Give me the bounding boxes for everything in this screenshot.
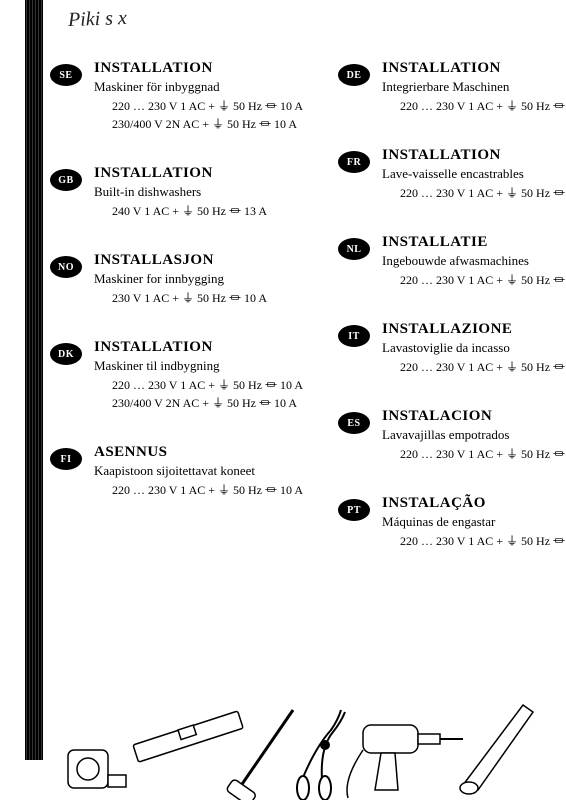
installation-entry: IT INSTALLAZIONE Lavastoviglie da incasso 2…: [338, 321, 566, 376]
country-badge: NL: [338, 238, 370, 260]
installation-entry: SE INSTALLATION Maskiner för inbyggnad 220 …: [50, 60, 303, 133]
entry-subtitle: Built-in dishwashers: [94, 184, 303, 200]
entry-text: INSTALLAZIONE Lavastoviglie da incasso 220…: [382, 321, 566, 376]
entry-heading: INSTALLATION: [382, 60, 566, 77]
installation-entry: FI ASENNUS Kaapistoon sijoitettavat koneet…: [50, 444, 303, 499]
entry-text: INSTALLATION Integrierbare Maschinen 220 ……: [382, 60, 566, 115]
entry-subtitle: Lave-vaisselle encastrables: [382, 166, 566, 182]
entry-subtitle: Integrierbare Maschinen: [382, 79, 566, 95]
entry-spec: 220 … 230 V 1 AC + ⏚ 50 Hz ⏛ 10 A: [112, 97, 303, 114]
entry-subtitle: Maskiner for innbygging: [94, 271, 303, 287]
columns-container: SE INSTALLATION Maskiner för inbyggnad 220 …: [50, 60, 546, 550]
entry-spec: 220 … 230 V 1 AC + ⏚ 50 Hz ⏛ 16 A: [400, 271, 566, 288]
installation-entry: DK INSTALLATION Maskiner til indbygning 220…: [50, 339, 303, 412]
entry-subtitle: Lavavajillas empotrados: [382, 427, 566, 443]
country-badge: NO: [50, 256, 82, 278]
entry-text: INSTALLATION Maskiner för inbyggnad 220 … …: [94, 60, 303, 133]
entry-heading: INSTALACION: [382, 408, 566, 425]
country-badge: DK: [50, 343, 82, 365]
entry-text: INSTALLATIE Ingebouwde afwasmachines 220 ……: [382, 234, 566, 289]
entry-spec: 220 … 230 V 1 AC + ⏚ 50 Hz ⏛ 16 A: [400, 184, 566, 201]
entry-text: INSTALLATION Lave-vaisselle encastrables 2…: [382, 147, 566, 202]
right-column: DE INSTALLATION Integrierbare Maschinen 220…: [338, 60, 566, 550]
entry-text: ASENNUS Kaapistoon sijoitettavat koneet 22…: [94, 444, 303, 499]
entry-heading: INSTALLATION: [382, 147, 566, 164]
entry-text: INSTALLATION Maskiner til indbygning 220 ……: [94, 339, 303, 412]
entry-spec: 220 … 230 V 1 AC + ⏚ 50 Hz ⏛ 10 A: [112, 481, 303, 498]
entry-text: INSTALACION Lavavajillas empotrados 220 … …: [382, 408, 566, 463]
entry-spec: 220 … 230 V 1 AC + ⏚ 50 Hz ⏛ 16 A: [400, 445, 566, 462]
entry-text: INSTALLASJON Maskiner for innbygging 230 V…: [94, 252, 303, 307]
entry-heading: ASENNUS: [94, 444, 303, 461]
entry-subtitle: Ingebouwde afwasmachines: [382, 253, 566, 269]
tools-svg: [60, 690, 546, 800]
document-page: Piki s x SE INSTALLATION Maskiner för inby…: [0, 0, 566, 800]
handwritten-note: Piki s x: [68, 7, 128, 32]
installation-entry: NL INSTALLATIE Ingebouwde afwasmachines 220…: [338, 234, 566, 289]
tools-illustration: [60, 690, 546, 800]
country-badge: SE: [50, 64, 82, 86]
entry-spec: 240 V 1 AC + ⏚ 50 Hz ⏛ 13 A: [112, 202, 303, 219]
installation-entry: PT INSTALAÇÃO Máquinas de engastar 220 … 23…: [338, 495, 566, 550]
country-badge: PT: [338, 499, 370, 521]
installation-entry: NO INSTALLASJON Maskiner for innbygging 230…: [50, 252, 303, 307]
country-badge: FR: [338, 151, 370, 173]
entry-heading: INSTALLASJON: [94, 252, 303, 269]
entry-subtitle: Lavastoviglie da incasso: [382, 340, 566, 356]
entry-subtitle: Máquinas de engastar: [382, 514, 566, 530]
entry-subtitle: Kaapistoon sijoitettavat koneet: [94, 463, 303, 479]
entry-subtitle: Maskiner för inbyggnad: [94, 79, 303, 95]
entry-heading: INSTALLAZIONE: [382, 321, 566, 338]
country-badge: IT: [338, 325, 370, 347]
country-badge: GB: [50, 169, 82, 191]
entry-text: INSTALAÇÃO Máquinas de engastar 220 … 230 …: [382, 495, 566, 550]
entry-text: INSTALLATION Built-in dishwashers 240 V 1 …: [94, 165, 303, 220]
entry-heading: INSTALLATION: [94, 165, 303, 182]
entry-spec: 220 … 230 V 1 AC + ⏚ 50 Hz ⏛ 10 A: [400, 358, 566, 375]
installation-entry: GB INSTALLATION Built-in dishwashers 240 V …: [50, 165, 303, 220]
left-column: SE INSTALLATION Maskiner för inbyggnad 220 …: [50, 60, 303, 550]
entry-heading: INSTALLATIE: [382, 234, 566, 251]
installation-entry: FR INSTALLATION Lave-vaisselle encastrable…: [338, 147, 566, 202]
entry-subtitle: Maskiner til indbygning: [94, 358, 303, 374]
entry-spec: 220 … 230 V 1 AC + ⏚ 50 Hz ⏛ 16 A: [400, 97, 566, 114]
installation-entry: DE INSTALLATION Integrierbare Maschinen 220…: [338, 60, 566, 115]
country-badge: FI: [50, 448, 82, 470]
country-badge: ES: [338, 412, 370, 434]
entry-heading: INSTALAÇÃO: [382, 495, 566, 512]
entry-heading: INSTALLATION: [94, 339, 303, 356]
entry-spec: 230/400 V 2N AC + ⏚ 50 Hz ⏛ 10 A: [112, 394, 303, 411]
binding-edge: [25, 0, 43, 760]
entry-spec: 220 … 230 V 1 AC + ⏚ 50 Hz ⏛ 10 A: [112, 376, 303, 393]
country-badge: DE: [338, 64, 370, 86]
entry-spec: 220 … 230 V 1 AC + ⏚ 50 Hz ⏛ 16 A: [400, 532, 566, 549]
entry-spec: 230/400 V 2N AC + ⏚ 50 Hz ⏛ 10 A: [112, 115, 303, 132]
installation-entry: ES INSTALACION Lavavajillas empotrados 220 …: [338, 408, 566, 463]
entry-spec: 230 V 1 AC + ⏚ 50 Hz ⏛ 10 A: [112, 289, 303, 306]
entry-heading: INSTALLATION: [94, 60, 303, 77]
